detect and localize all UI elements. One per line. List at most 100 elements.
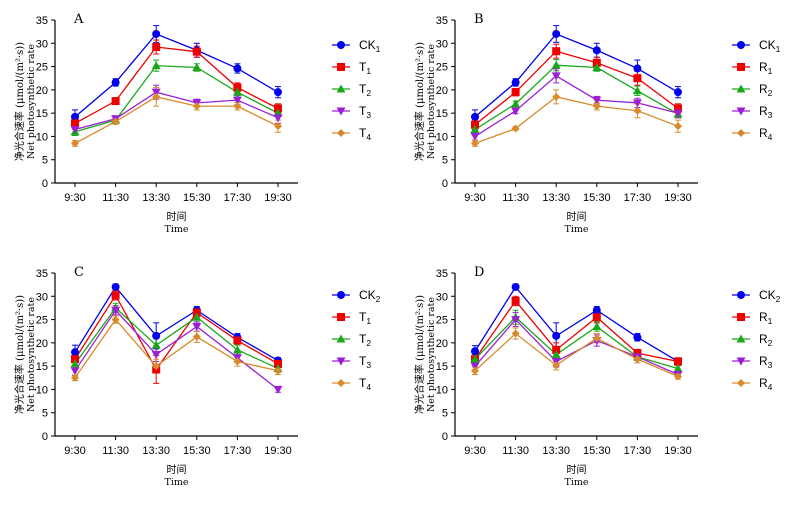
data-point [552,47,561,56]
series-line [74,96,279,144]
series-line [474,50,679,126]
series-line [474,285,679,363]
y-axis-label-cn: 净光合速率 (μmol/(m²·s)) [413,42,426,161]
legend-marker [737,313,745,321]
x-axis-label-cn: 时间 [567,463,587,476]
y-tick-label: 10 [436,131,448,143]
x-axis-label-cn: 时间 [167,210,187,223]
markers-t3 [70,306,283,394]
data-point [552,29,561,38]
series-line [474,64,679,130]
x-tick-label: 17:30 [224,445,252,457]
legend-marker [337,129,345,137]
series-line [74,285,279,362]
y-tick-label: 35 [436,268,448,280]
y-tick-label: 15 [436,361,448,373]
y-tick-label: 15 [436,108,448,120]
data-point [633,64,642,73]
data-point [674,122,682,131]
x-axis-label-en: Time [564,477,588,488]
x-tick-label: 11:30 [102,192,129,204]
legend: CK2 T1 T2 T3 T4 [332,288,381,392]
panel-letter: B [474,12,484,27]
legend-marker [737,63,745,71]
y-axis-label-en: Net photosynthetic rate [26,297,37,412]
y-axis-label-en: Net photosynthetic rate [426,297,437,412]
data-point [274,88,282,97]
y-tick-label: 25 [36,62,48,74]
legend-marker [337,291,345,299]
data-point [592,46,601,55]
data-point [551,350,561,358]
data-point [674,357,682,366]
x-tick-label: 9:30 [464,192,485,204]
data-point [71,348,79,357]
y-axis-label-cn: 净光合速率 (μmol/(m²·s)) [413,295,426,414]
series-ck [72,25,281,125]
data-point [233,357,242,366]
data-point [470,132,480,141]
data-point [552,345,561,354]
series-line [474,299,679,363]
x-axis-label-en: Time [164,477,188,488]
legend-label: CK1 [759,38,781,54]
markers-ck [471,29,682,121]
data-point [592,334,601,343]
legend-label: CK2 [359,288,381,304]
chart-panel-d: D 0 5 10 15 20 25 30 35 9:30 11:30 13:30 15:30 17:30 1… [413,265,781,488]
data-point [111,78,120,87]
legend-marker [337,41,345,49]
series-line [474,75,679,137]
series-line [74,306,279,370]
markers-r3 [470,316,683,380]
data-point [232,96,242,105]
data-point [674,104,682,113]
data-point [71,355,79,364]
series-line [74,91,279,131]
x-tick-label: 15:30 [183,445,211,457]
data-point [273,385,283,394]
y-tick-label: 0 [42,431,48,443]
legend-marker [336,357,346,366]
legend-label: R3 [759,354,773,370]
y-tick-label: 5 [442,408,448,420]
legend-marker [736,84,746,93]
legend-marker [736,107,746,116]
data-point [111,97,120,106]
data-point [674,88,682,97]
legend-label: R4 [759,376,773,392]
legend: CK2 R1 R2 R3 R4 [732,288,781,392]
series-line [74,64,279,133]
data-point [151,340,161,349]
data-point [70,367,80,376]
chart-panel-a: A 0 5 10 15 20 25 30 35 9:30 11:30 13:30 15:30 17:30 1… [13,12,381,235]
x-tick-label: 19:30 [664,445,692,457]
panel-letter: C [74,265,84,280]
x-tick-label: 19:30 [264,445,292,457]
x-tick-label: 17:30 [624,192,652,204]
series-line [474,316,679,370]
y-tick-label: 15 [36,108,48,120]
data-point [632,99,642,108]
legend-label: R4 [759,126,773,142]
data-point [633,333,642,342]
data-point [274,104,282,113]
data-point [511,282,520,291]
data-point [471,112,479,121]
y-tick-label: 10 [36,384,48,396]
x-tick-label: 9:30 [64,445,85,457]
markers-t4 [71,315,282,382]
data-point [471,366,479,375]
data-point [152,43,161,52]
data-point [673,109,683,118]
data-point [551,72,561,81]
y-tick-label: 30 [36,38,48,50]
data-point [151,61,161,70]
y-tick-label: 25 [436,315,448,327]
legend-label: R2 [759,332,773,348]
y-tick-label: 5 [42,408,48,420]
data-point [592,58,601,67]
legend-label: T2 [359,82,371,98]
